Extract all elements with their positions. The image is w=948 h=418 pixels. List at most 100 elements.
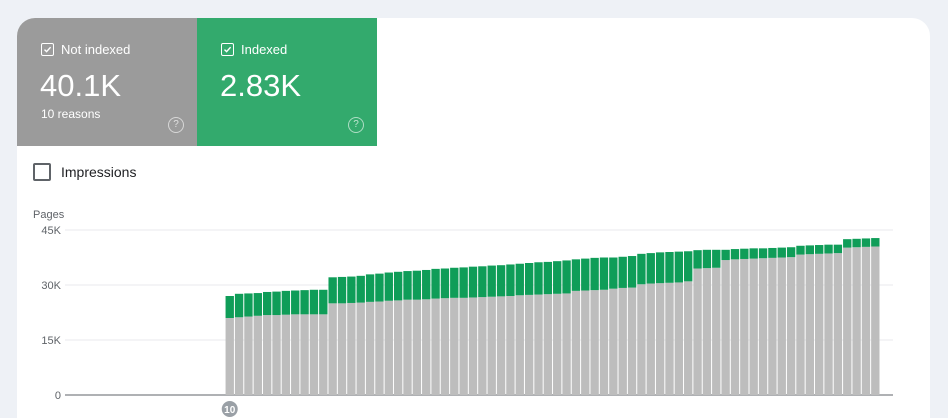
bar-not-indexed <box>328 303 337 395</box>
bar-not-indexed <box>412 299 422 395</box>
not-indexed-tile[interactable]: Not indexed 40.1K 10 reasons ? <box>17 18 197 146</box>
bar-not-indexed <box>646 283 655 395</box>
bar-indexed <box>440 268 450 299</box>
y-tick-label: 0 <box>55 390 61 402</box>
bar-indexed <box>618 256 627 288</box>
indexed-header: Indexed <box>221 42 287 57</box>
bar-indexed <box>824 244 833 254</box>
bar-indexed <box>412 270 422 300</box>
bar-indexed <box>553 261 562 294</box>
bar-not-indexed <box>730 259 740 395</box>
help-icon[interactable]: ? <box>168 117 184 133</box>
bar-indexed <box>871 238 880 247</box>
bar-not-indexed <box>225 318 234 395</box>
bar-not-indexed <box>515 295 524 395</box>
bar-not-indexed <box>356 302 365 395</box>
bar-not-indexed <box>478 297 487 395</box>
bar-not-indexed <box>805 254 815 395</box>
bar-indexed <box>459 267 468 298</box>
bar-not-indexed <box>319 314 328 395</box>
bar-indexed <box>272 291 281 316</box>
bar-indexed <box>524 263 534 295</box>
bar-indexed <box>646 253 655 284</box>
bar-not-indexed <box>393 300 403 395</box>
bar-indexed <box>590 257 599 291</box>
checkbox-unchecked-icon[interactable] <box>33 163 51 181</box>
impressions-toggle[interactable]: Impressions <box>33 163 136 181</box>
page-indexing-card: Not indexed 40.1K 10 reasons ? Indexed 2… <box>17 18 930 418</box>
not-indexed-label: Not indexed <box>61 42 131 57</box>
help-icon[interactable]: ? <box>348 117 364 133</box>
bar-indexed <box>450 267 459 298</box>
bar-indexed <box>693 250 702 269</box>
impressions-label: Impressions <box>61 164 137 180</box>
bar-not-indexed <box>684 281 693 395</box>
bar-indexed <box>506 264 515 296</box>
y-tick-label: 15K <box>41 335 61 347</box>
bar-indexed <box>796 245 805 255</box>
bar-not-indexed <box>674 282 684 395</box>
bar-indexed <box>225 296 234 318</box>
bar-indexed <box>244 293 253 317</box>
bar-not-indexed <box>468 297 478 395</box>
bar-not-indexed <box>758 258 768 395</box>
bar-not-indexed <box>450 297 459 395</box>
bar-indexed <box>702 249 712 269</box>
bar-not-indexed <box>852 247 861 395</box>
bar-not-indexed <box>262 315 272 395</box>
bar-indexed <box>543 261 553 295</box>
bar-indexed <box>712 249 721 268</box>
bar-indexed <box>262 291 272 316</box>
bar-indexed <box>300 290 309 315</box>
bar-indexed <box>721 249 730 261</box>
bar-indexed <box>431 268 440 299</box>
bar-indexed <box>843 239 852 248</box>
bar-indexed <box>375 273 384 302</box>
bar-indexed <box>515 263 524 296</box>
bar-indexed <box>356 275 365 303</box>
y-tick-label: 45K <box>41 225 61 237</box>
bar-not-indexed <box>440 298 450 395</box>
annotation-label: 10 <box>224 405 236 416</box>
bar-indexed <box>599 257 609 290</box>
bar-not-indexed <box>534 294 543 395</box>
bar-not-indexed <box>272 315 281 395</box>
bar-not-indexed <box>786 257 796 395</box>
bar-not-indexed <box>496 296 506 395</box>
bar-not-indexed <box>796 254 805 395</box>
indexed-value: 2.83K <box>220 68 302 103</box>
bar-not-indexed <box>693 268 702 395</box>
bar-not-indexed <box>871 246 880 395</box>
checkbox-checked-icon[interactable] <box>41 43 54 56</box>
bar-not-indexed <box>712 267 721 395</box>
bar-indexed <box>253 293 262 316</box>
bar-not-indexed <box>234 317 244 395</box>
bar-indexed <box>581 258 590 291</box>
indexed-tile[interactable]: Indexed 2.83K ? <box>197 18 377 146</box>
bar-indexed <box>740 248 749 259</box>
bar-not-indexed <box>244 316 253 395</box>
bar-not-indexed <box>824 253 833 395</box>
bar-indexed <box>365 274 375 302</box>
bar-not-indexed <box>422 299 431 395</box>
bar-indexed <box>768 247 777 258</box>
bar-not-indexed <box>300 314 309 395</box>
bar-indexed <box>234 293 244 318</box>
bar-indexed <box>833 244 843 254</box>
bar-not-indexed <box>337 303 347 395</box>
bar-not-indexed <box>637 284 646 395</box>
y-axis-label: Pages <box>33 209 65 221</box>
bar-not-indexed <box>553 293 562 395</box>
bar-not-indexed <box>740 258 749 395</box>
bar-indexed <box>319 289 328 315</box>
bar-not-indexed <box>403 299 412 395</box>
y-tick-label: 30K <box>41 280 61 292</box>
checkbox-checked-icon[interactable] <box>221 43 234 56</box>
bar-not-indexed <box>384 300 393 395</box>
bar-indexed <box>487 265 496 297</box>
bar-indexed <box>777 247 786 258</box>
bar-indexed <box>291 290 300 315</box>
bar-not-indexed <box>281 314 291 395</box>
bar-indexed <box>468 266 478 298</box>
bar-indexed <box>347 276 356 303</box>
